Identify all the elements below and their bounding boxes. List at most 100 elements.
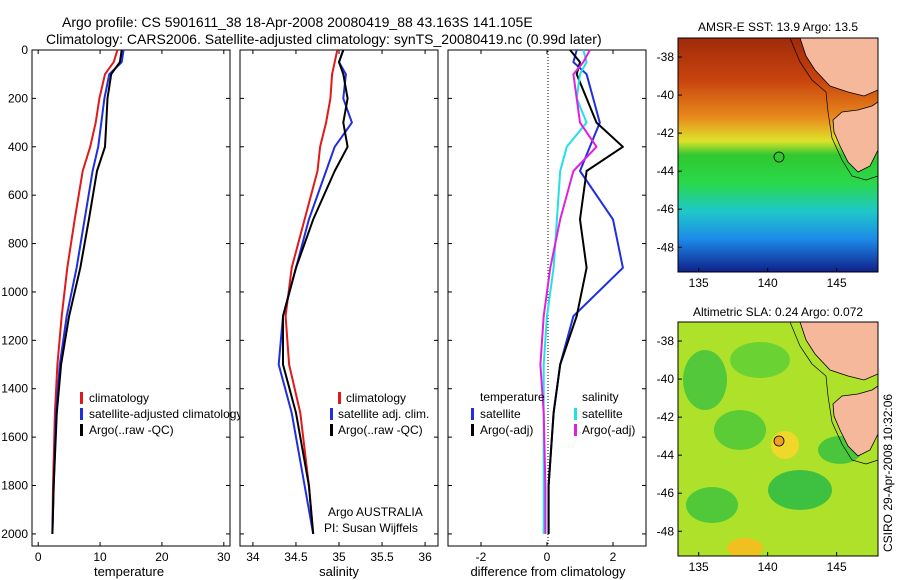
legend-title-temperature: temperature <box>480 390 545 404</box>
map-y-tick-label: -38 <box>657 334 675 348</box>
sst-tasmania-land <box>832 101 878 173</box>
sla-map-ticks: 135 140 145 -38 -40 -42 -44 -46 -48 <box>657 334 847 574</box>
legend-swatch <box>80 408 83 420</box>
sst-shelf-contour <box>789 38 878 181</box>
x-tick-label: 35.5 <box>370 550 394 564</box>
y-tick-label: 1200 <box>1 333 28 347</box>
salinity-xlabel: salinity <box>319 564 359 579</box>
map-y-tick-label: -42 <box>657 126 675 140</box>
title-line-1: Argo profile: CS 5901611_38 18-Apr-2008 … <box>62 14 533 30</box>
legend-label: satellite adj. clim. <box>338 407 429 421</box>
sla-map-title: Altimetric SLA: 0.24 Argo: 0.072 <box>693 305 863 319</box>
sla-feature <box>768 470 832 510</box>
series-line <box>51 49 119 534</box>
legend-label: Argo(-adj) <box>582 423 635 437</box>
sla-feature <box>683 350 727 410</box>
sla-feature <box>686 487 738 523</box>
legend-swatch <box>80 424 83 436</box>
map-y-tick-label: -40 <box>657 88 675 102</box>
sla-argo-marker <box>773 435 785 447</box>
legend-swatch <box>330 408 333 420</box>
y-tick-label: 2000 <box>1 527 28 541</box>
salinity-legend: climatology satellite adj. clim. Argo(..… <box>330 391 429 437</box>
legend-label: Argo(..raw -QC) <box>338 423 423 437</box>
legend-label: Argo(-adj) <box>480 423 533 437</box>
sst-map-panel: AMSR-E SST: 13.9 Argo: 13.5 135 140 145 -38… <box>657 20 879 290</box>
map-x-tick-label: 140 <box>758 276 778 290</box>
y-tick-label: 200 <box>8 91 28 105</box>
salinity-series <box>277 49 353 535</box>
legend-label: satellite <box>582 407 623 421</box>
series-line <box>51 49 123 534</box>
x-tick-label: 10 <box>93 550 107 564</box>
map-y-tick-label: -48 <box>657 524 675 538</box>
x-tick-label: 35 <box>332 550 346 564</box>
legend-swatch <box>338 392 341 404</box>
y-tick-label: 600 <box>8 188 28 202</box>
map-x-tick-label: 135 <box>689 276 709 290</box>
legend-swatch <box>80 392 83 404</box>
map-y-tick-label: -44 <box>657 448 675 462</box>
sla-map-panel: Altimetric SLA: 0.24 Argo: 0.072 135 140 1… <box>657 305 879 574</box>
difference-axis-ticks: -2 0 2 <box>448 49 646 564</box>
salinity-axes <box>239 49 439 547</box>
legend-swatch <box>574 424 577 436</box>
map-y-tick-label: -40 <box>657 372 675 386</box>
annotation-line-1: Argo AUSTRALIA <box>328 505 423 519</box>
map-y-tick-label: -48 <box>657 240 675 254</box>
legend-label: climatology <box>89 391 149 405</box>
sla-feature <box>727 538 763 556</box>
temperature-series <box>51 49 125 534</box>
y-tick-label: 1800 <box>1 479 28 493</box>
y-tick-label: 1000 <box>1 285 28 299</box>
map-x-tick-label: 135 <box>689 560 709 574</box>
sst-map-ticks: 135 140 145 -38 -40 -42 -44 -46 -48 <box>657 50 847 290</box>
legend-label: satellite-adjusted climatology <box>89 407 242 421</box>
temperature-legend: climatology satellite-adjusted climatolo… <box>80 391 242 437</box>
sla-feature <box>730 342 790 378</box>
credit-text: CSIRO 29-Apr-2008 10:32:06 <box>881 394 895 552</box>
map-y-tick-label: -42 <box>657 410 675 424</box>
legend-swatch <box>330 424 333 436</box>
map-y-tick-label: -44 <box>657 164 675 178</box>
sla-feature <box>714 410 766 450</box>
temperature-xlabel: temperature <box>94 564 164 579</box>
sst-map-axes <box>677 37 879 273</box>
map-x-tick-label: 145 <box>827 560 847 574</box>
y-tick-label: 800 <box>8 237 28 251</box>
map-y-tick-label: -46 <box>657 486 675 500</box>
series-line <box>282 49 349 534</box>
difference-xlabel: difference from climatology <box>470 564 626 579</box>
legend-label: Argo(..raw -QC) <box>89 423 174 437</box>
legend-swatch <box>574 408 577 420</box>
y-tick-label: 400 <box>8 140 28 154</box>
sst-argo-marker <box>773 151 785 163</box>
sla-feature <box>771 431 799 459</box>
legend-swatch <box>471 408 474 420</box>
series-line <box>277 49 353 535</box>
y-tick-label: 1400 <box>1 382 28 396</box>
sst-mainland-land <box>799 38 878 97</box>
x-tick-label: -2 <box>476 550 487 564</box>
map-x-tick-label: 140 <box>758 560 778 574</box>
salinity-axis-ticks: 34 34.5 35 35.5 36 <box>240 49 438 564</box>
x-tick-label: 36 <box>418 550 432 564</box>
annotation-line-2: PI: Susan Wijffels <box>324 521 418 535</box>
legend-title-salinity: salinity <box>582 390 619 404</box>
series-line <box>284 49 339 534</box>
x-tick-label: 34 <box>246 550 260 564</box>
x-tick-label: 0 <box>35 550 42 564</box>
x-tick-label: 0 <box>544 550 551 564</box>
difference-panel: -2 0 2 difference from climatology tempera… <box>447 49 647 579</box>
difference-legend: temperature salinity satellite Argo(-adj… <box>471 390 635 437</box>
x-tick-label: 30 <box>217 550 231 564</box>
title-line-2: Climatology: CARS2006. Satellite-adjuste… <box>46 31 602 47</box>
map-x-tick-label: 145 <box>827 276 847 290</box>
sla-map-axes <box>677 321 879 557</box>
series-line <box>539 49 598 534</box>
x-tick-label: 2 <box>610 550 617 564</box>
legend-label: satellite <box>480 407 521 421</box>
sla-tasmania-land <box>832 385 878 457</box>
difference-series <box>539 49 624 534</box>
